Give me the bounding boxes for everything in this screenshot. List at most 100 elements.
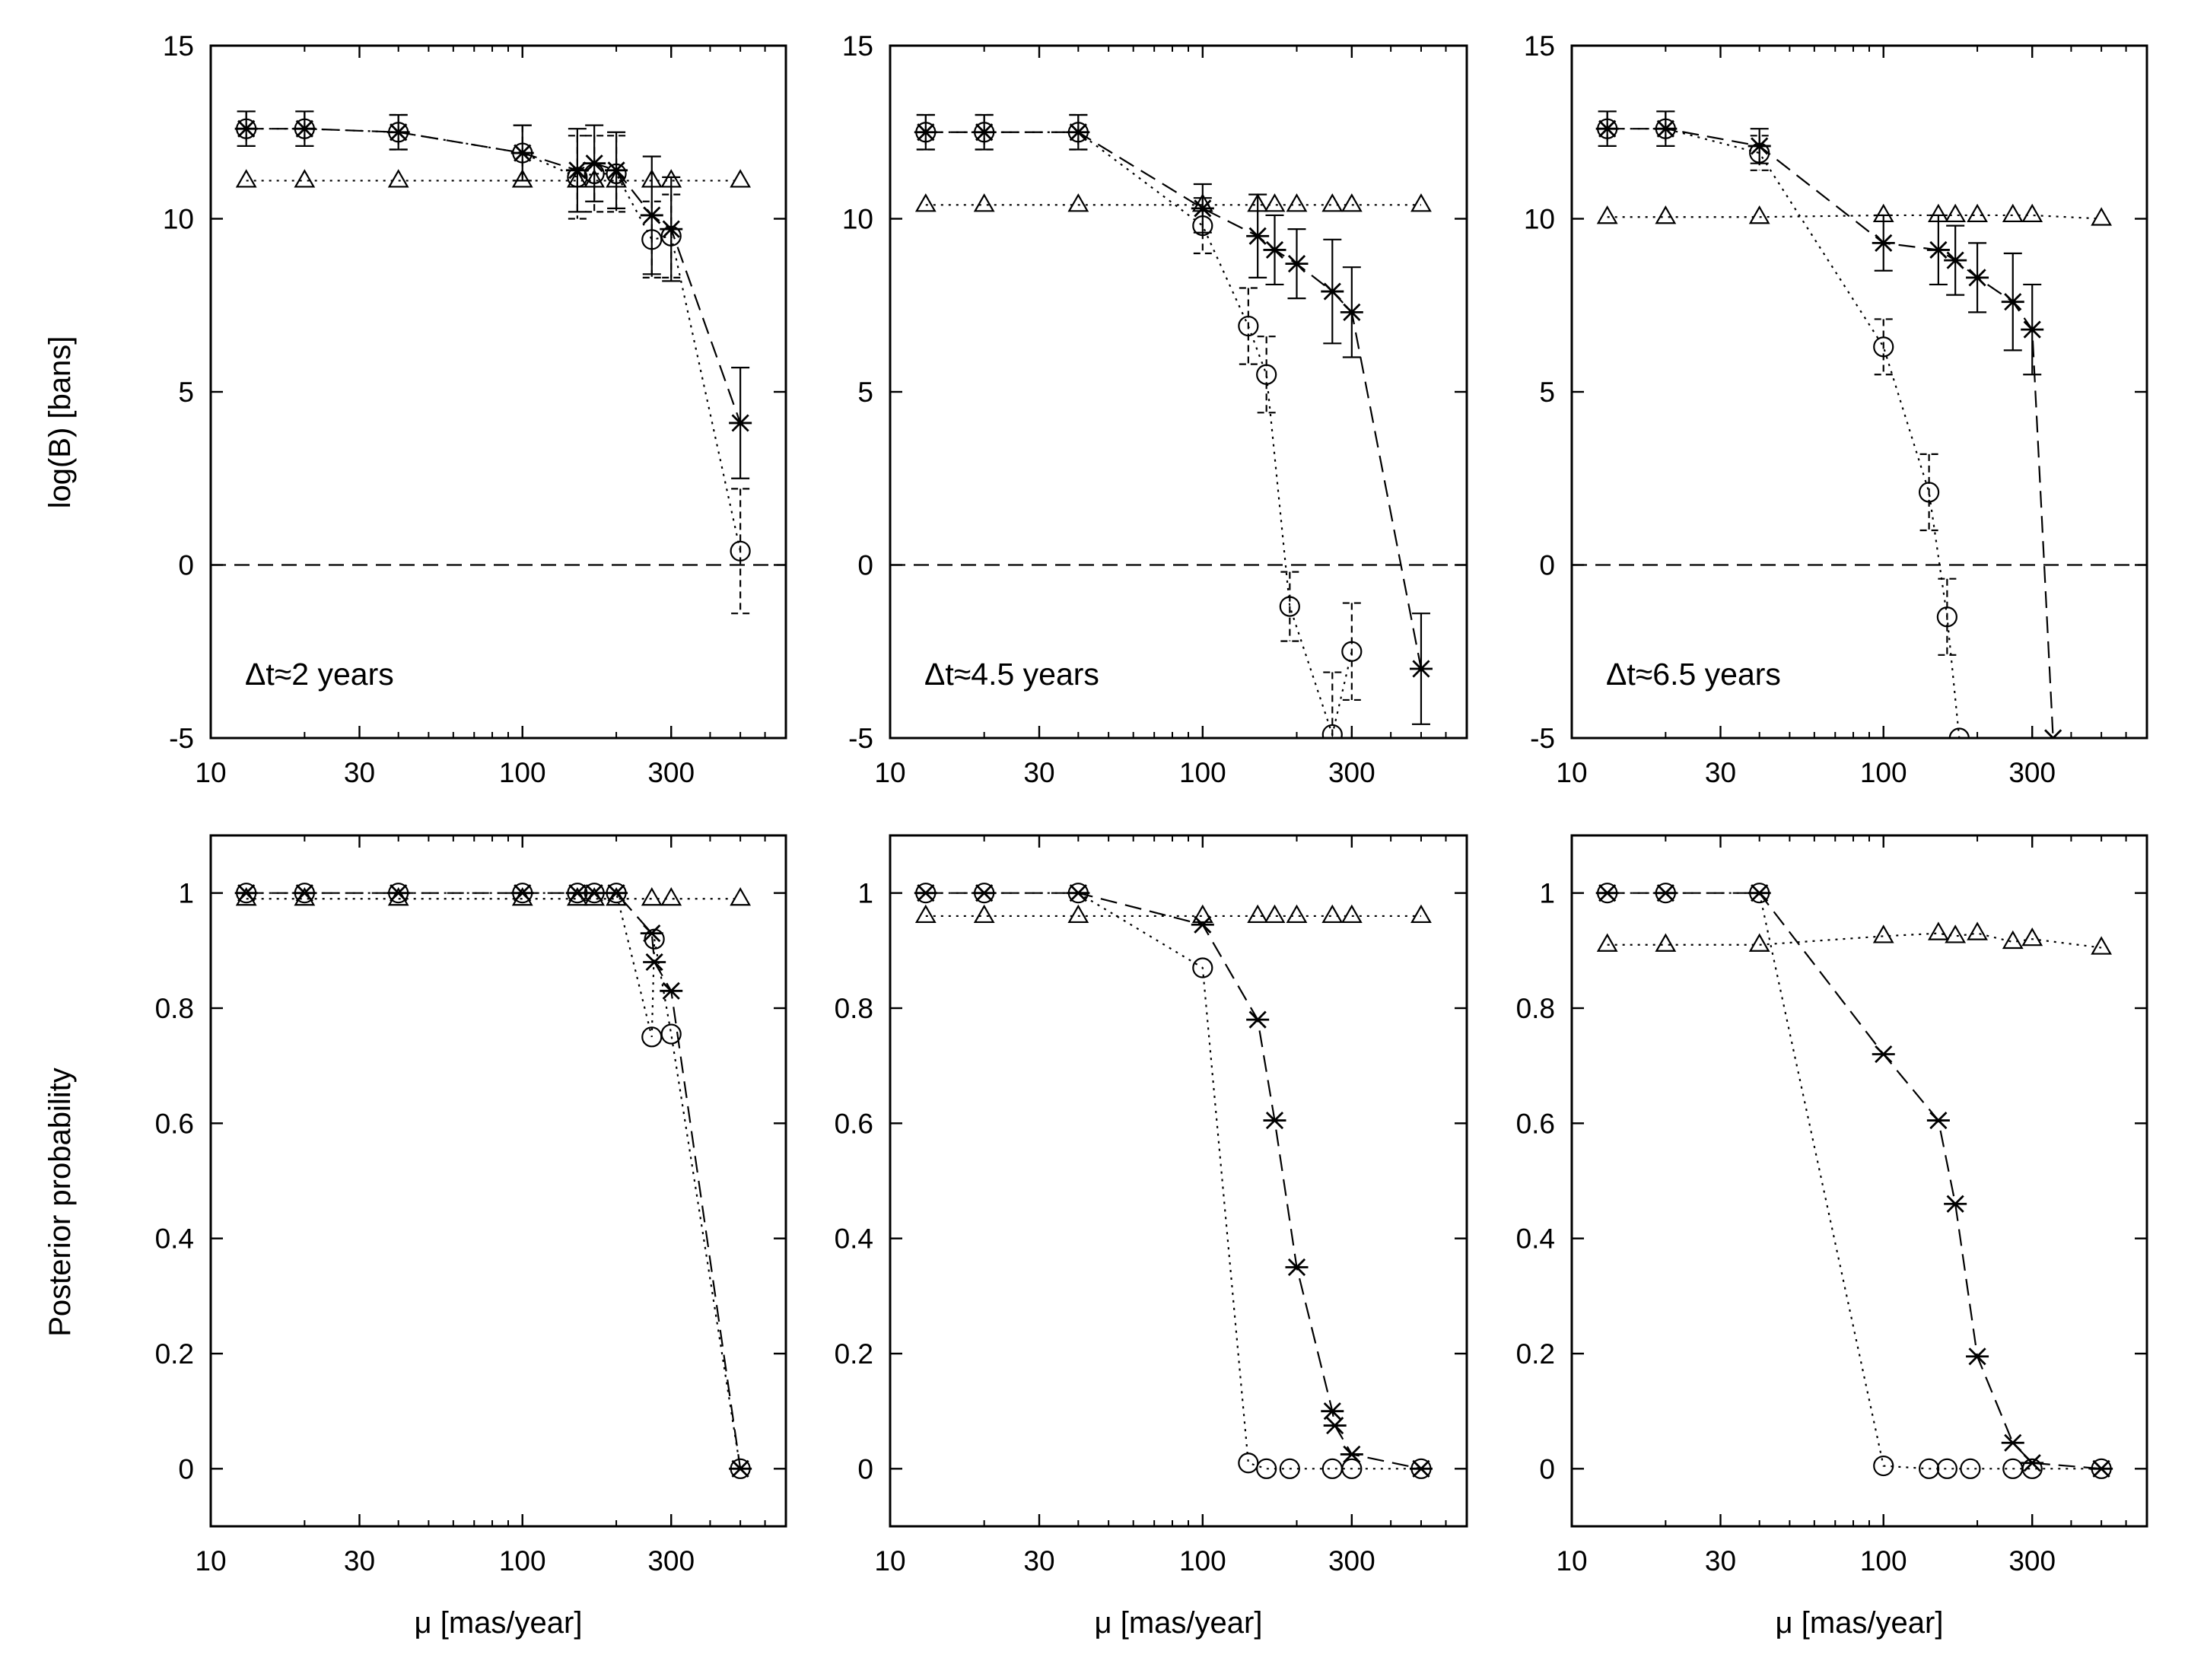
star-marker	[2041, 729, 2065, 738]
circle-marker	[1279, 1458, 1300, 1479]
x-tick-label: 100	[499, 757, 546, 788]
circle-marker	[584, 163, 605, 184]
x-axis-label: μ [mas/year]	[415, 1606, 583, 1640]
x-tick-label: 10	[874, 1545, 905, 1577]
triangle-marker	[1321, 904, 1344, 924]
circle-marker	[606, 163, 627, 184]
circle-error-bar	[295, 110, 314, 148]
time-baseline-annotation: Δt≈4.5 years	[924, 657, 1099, 692]
x-tick-label: 30	[1023, 757, 1054, 788]
circle-series-line	[246, 128, 742, 552]
circle-marker	[236, 118, 257, 139]
star-marker	[1340, 1445, 1363, 1464]
star-series-line	[246, 892, 742, 1469]
y-tick-label: 0.6	[155, 1108, 194, 1139]
triangle-marker	[235, 887, 257, 906]
star-marker	[660, 982, 683, 1000]
triangle-marker	[2021, 203, 2043, 223]
circle-series-line	[1607, 128, 1961, 738]
x-tick-label: 30	[1705, 1545, 1736, 1577]
star-marker	[1321, 282, 1344, 301]
triangle-marker	[1945, 924, 1967, 943]
star-marker	[1285, 255, 1309, 273]
circle-marker	[1238, 1452, 1259, 1474]
x-tick-label: 10	[195, 757, 226, 788]
triangle-marker	[660, 169, 682, 188]
x-axis-label: μ [mas/year]	[1095, 1606, 1263, 1640]
triangle-marker	[1410, 193, 1432, 212]
circle-series-line	[925, 131, 1353, 738]
x-tick-label: 300	[2008, 757, 2056, 788]
x-tick-label: 30	[1023, 1545, 1054, 1577]
triangle-marker	[2021, 927, 2043, 947]
circle-marker	[974, 883, 995, 904]
y-tick-label: 1	[857, 878, 873, 909]
triangle-marker	[1264, 904, 1286, 924]
star-marker	[1966, 1348, 1989, 1366]
y-tick-label: 15	[163, 30, 194, 62]
y-tick-label: 0	[178, 1453, 194, 1484]
plot-frame	[209, 834, 787, 1528]
star-marker	[1263, 1111, 1286, 1130]
y-tick-label: 0	[178, 550, 194, 581]
y-tick-label: -5	[1530, 723, 1555, 754]
y-tick-label: 0.4	[155, 1223, 194, 1255]
circle-marker	[915, 883, 937, 904]
x-tick-label: 10	[195, 1545, 226, 1577]
x-tick-label: 100	[499, 1545, 546, 1577]
star-marker	[643, 953, 666, 972]
star-marker	[729, 1459, 752, 1478]
x-tick-label: 10	[1556, 757, 1587, 788]
triangle-marker	[914, 193, 937, 212]
triangle-marker	[387, 887, 409, 906]
triangle-marker	[1321, 193, 1344, 212]
y-tick-label: 0.6	[1516, 1108, 1555, 1139]
triangle-marker	[2002, 930, 2024, 950]
circle-marker	[1256, 364, 1277, 385]
circle-error-bar	[1069, 113, 1088, 151]
circle-marker	[606, 883, 627, 904]
y-tick-label: 1	[1539, 878, 1555, 909]
circle-error-bar	[389, 113, 408, 151]
x-tick-label: 10	[874, 757, 905, 788]
triangle-marker	[511, 169, 533, 188]
x-tick-label: 300	[647, 757, 695, 788]
circle-error-bar	[1919, 453, 1938, 532]
circle-marker	[644, 928, 665, 950]
star-marker	[2090, 1459, 2113, 1478]
plot-frame	[1570, 834, 2148, 1528]
circle-marker	[1192, 957, 1213, 978]
triangle-marker	[1748, 205, 1770, 224]
time-baseline-annotation: Δt≈6.5 years	[1606, 657, 1781, 692]
data-layer	[1572, 110, 2147, 738]
triangle-marker	[294, 887, 316, 906]
star-marker	[972, 884, 996, 902]
circle-error-bar	[731, 488, 750, 615]
star-marker	[640, 924, 663, 943]
y-tick-label: 0.8	[155, 993, 194, 1024]
triangle-marker	[1927, 203, 1949, 223]
circle-error-bar	[662, 193, 681, 278]
circle-error-bar	[237, 110, 256, 148]
circle-marker	[584, 883, 605, 904]
circle-error-bar	[1257, 336, 1276, 414]
star-series-line	[246, 128, 742, 424]
y-tick-label: 0.8	[1516, 993, 1555, 1024]
x-tick-label: 30	[1705, 757, 1736, 788]
circle-marker	[1960, 1458, 1981, 1479]
circle-marker	[1873, 1455, 1894, 1477]
star-marker	[1926, 240, 1950, 259]
star-marker	[1321, 1402, 1344, 1421]
circle-error-bar	[1750, 135, 1769, 171]
time-baseline-annotation: Δt≈2 years	[245, 657, 394, 692]
star-series-line	[1607, 128, 2054, 738]
y-tick-label: 0.2	[835, 1338, 873, 1370]
star-marker	[1340, 303, 1363, 321]
star-marker	[1191, 915, 1214, 934]
circle-error-bar	[975, 113, 994, 151]
circle-error-bar	[568, 135, 587, 220]
triangle-marker	[1967, 203, 1988, 223]
star-marker	[1409, 1459, 1433, 1478]
triangle-marker	[1247, 904, 1269, 924]
circle-marker	[641, 229, 663, 250]
